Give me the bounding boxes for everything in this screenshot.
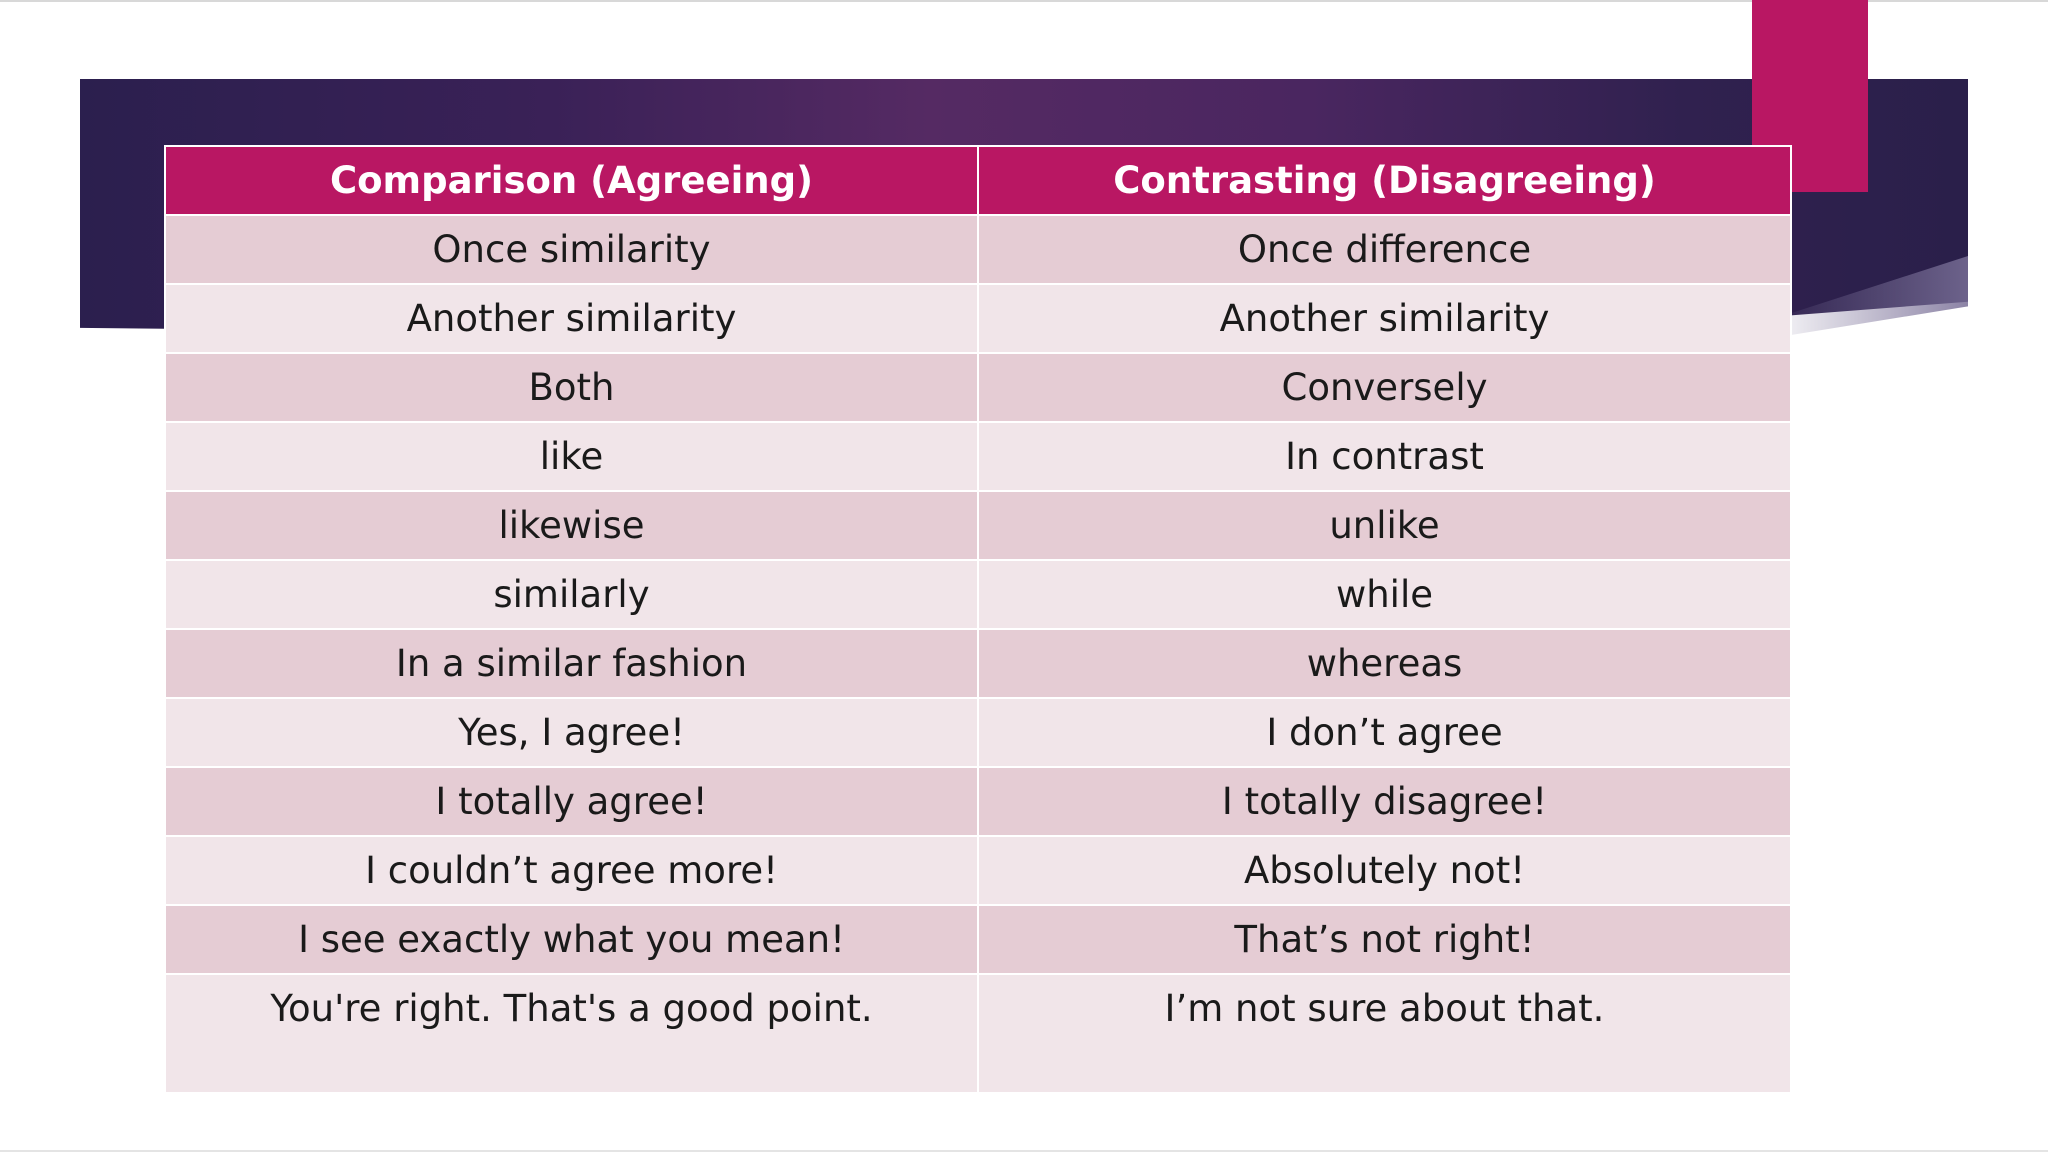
cell-comparison: Once similarity (164, 214, 979, 285)
table-row: I couldn’t agree more! Absolutely not! (164, 835, 1792, 906)
cell-comparison: You're right. That's a good point. (164, 973, 979, 1094)
cell-contrasting: Another similarity (977, 283, 1792, 354)
cell-comparison: Yes, I agree! (164, 697, 979, 768)
cell-contrasting: while (977, 559, 1792, 630)
bottom-border (0, 1150, 2048, 1152)
cell-contrasting: I totally disagree! (977, 766, 1792, 837)
cell-contrasting: I don’t agree (977, 697, 1792, 768)
table-row: I see exactly what you mean! That’s not … (164, 904, 1792, 975)
table-row: Yes, I agree! I don’t agree (164, 697, 1792, 768)
table-row: Both Conversely (164, 352, 1792, 423)
cell-contrasting: In contrast (977, 421, 1792, 492)
cell-contrasting: Absolutely not! (977, 835, 1792, 906)
cell-comparison: In a similar fashion (164, 628, 979, 699)
cell-comparison: similarly (164, 559, 979, 630)
table-row: Another similarity Another similarity (164, 283, 1792, 354)
header-comparison: Comparison (Agreeing) (164, 145, 979, 216)
top-border (0, 0, 2048, 2)
cell-contrasting: Once difference (977, 214, 1792, 285)
cell-comparison: Another similarity (164, 283, 979, 354)
table-row: likewise unlike (164, 490, 1792, 561)
table-row: You're right. That's a good point. I’m n… (164, 973, 1792, 1094)
table-row: Once similarity Once difference (164, 214, 1792, 285)
table-row: like In contrast (164, 421, 1792, 492)
cell-contrasting: That’s not right! (977, 904, 1792, 975)
cell-comparison: likewise (164, 490, 979, 561)
table-row: similarly while (164, 559, 1792, 630)
cell-comparison: like (164, 421, 979, 492)
table-row: In a similar fashion whereas (164, 628, 1792, 699)
comparison-table: Comparison (Agreeing) Contrasting (Disag… (164, 145, 1792, 1094)
cell-contrasting: whereas (977, 628, 1792, 699)
cell-comparison: I couldn’t agree more! (164, 835, 979, 906)
table-header-row: Comparison (Agreeing) Contrasting (Disag… (164, 145, 1792, 216)
cell-comparison: I see exactly what you mean! (164, 904, 979, 975)
cell-comparison: Both (164, 352, 979, 423)
cell-comparison: I totally agree! (164, 766, 979, 837)
cell-contrasting: unlike (977, 490, 1792, 561)
comparison-table-container: Comparison (Agreeing) Contrasting (Disag… (164, 145, 1792, 1094)
cell-contrasting: Conversely (977, 352, 1792, 423)
header-contrasting: Contrasting (Disagreeing) (977, 145, 1792, 216)
table-row: I totally agree! I totally disagree! (164, 766, 1792, 837)
cell-contrasting: I’m not sure about that. (977, 973, 1792, 1094)
